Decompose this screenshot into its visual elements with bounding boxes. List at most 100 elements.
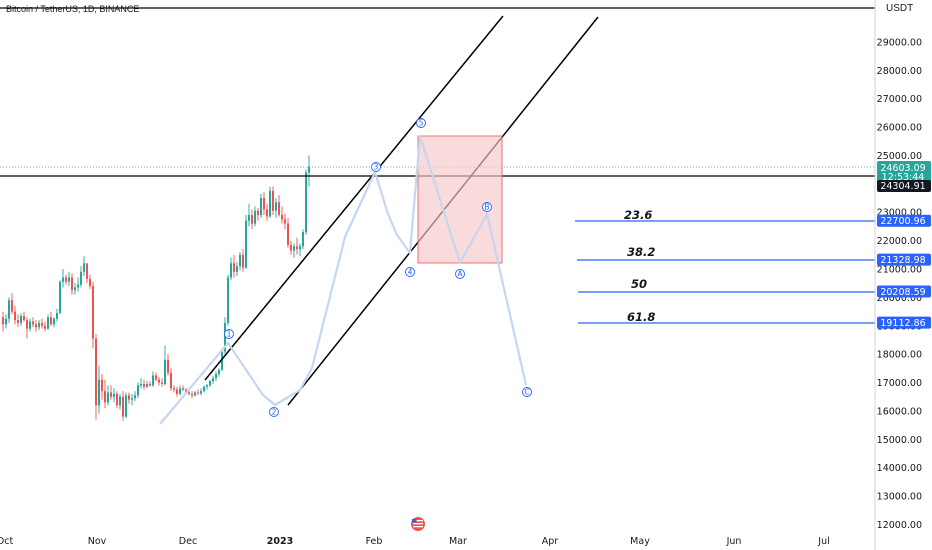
price-tick-label: 17000.00 bbox=[877, 378, 922, 389]
candle-body bbox=[161, 382, 163, 384]
candle-body bbox=[104, 391, 106, 403]
candle-body bbox=[26, 320, 28, 329]
candle-body bbox=[47, 317, 49, 329]
candle-body bbox=[278, 202, 280, 216]
candle-body bbox=[2, 317, 4, 325]
candle-body bbox=[71, 277, 73, 291]
fib-price-tags: 22700.96 21328.98 20208.59 19112.86 bbox=[877, 214, 931, 329]
candle-body bbox=[92, 286, 94, 339]
channel-upper-line bbox=[204, 15, 504, 381]
target-box bbox=[417, 135, 503, 264]
candle-body bbox=[89, 278, 91, 287]
candle-body bbox=[80, 271, 82, 285]
candle-body bbox=[149, 383, 151, 386]
candle-body bbox=[107, 392, 109, 403]
candle-body bbox=[260, 198, 262, 216]
candle-body bbox=[248, 215, 250, 221]
candle-body bbox=[251, 215, 253, 224]
price-unit: USDT bbox=[886, 3, 914, 14]
symbol-title[interactable]: Bitcoin / TetherUS, 1D, BINANCE bbox=[6, 4, 140, 14]
candle-body bbox=[284, 219, 286, 224]
candle-body bbox=[305, 172, 307, 233]
candle-body bbox=[227, 277, 229, 323]
price-tick-label: 15000.00 bbox=[877, 435, 922, 446]
candle-body bbox=[230, 263, 232, 278]
wave-label-text: B bbox=[484, 203, 489, 212]
time-tick-label: Jun bbox=[726, 536, 742, 547]
wave-label-marker bbox=[482, 202, 492, 212]
wave-label-marker bbox=[224, 329, 234, 339]
candle-body bbox=[68, 277, 70, 282]
price-tick-label: 27000.00 bbox=[877, 94, 922, 105]
candle-body bbox=[302, 232, 304, 247]
candle-body bbox=[38, 322, 40, 328]
fib-price-tag-value: 22700.96 bbox=[880, 216, 925, 227]
wave-labels-layer: 1 2 3 4 5 A B C bbox=[224, 118, 532, 417]
drawings-layer: 23.6 38.2 50 61.8 bbox=[0, 7, 875, 425]
candle-body bbox=[8, 300, 10, 319]
candle-body bbox=[308, 166, 310, 173]
wave-label-marker bbox=[522, 387, 532, 397]
candle-body bbox=[212, 378, 214, 382]
time-tick-label: 2023 bbox=[267, 536, 293, 547]
candle-body bbox=[98, 379, 100, 406]
price-tick-label: 25000.00 bbox=[877, 151, 922, 162]
candle-body bbox=[152, 375, 154, 386]
fib-price-tag bbox=[877, 214, 931, 227]
candle-body bbox=[257, 210, 259, 216]
candle-body bbox=[140, 383, 142, 386]
candle-body bbox=[113, 393, 115, 397]
countdown-timer: 12:53:44 bbox=[882, 172, 925, 183]
candle-body bbox=[35, 324, 37, 328]
candle-body bbox=[167, 359, 169, 373]
candle-body bbox=[29, 321, 31, 329]
price-tick-label: 21000.00 bbox=[877, 264, 922, 275]
wave-label-marker bbox=[269, 407, 279, 417]
candle-body bbox=[263, 198, 265, 210]
candle-body bbox=[128, 395, 130, 400]
candle-body bbox=[131, 398, 133, 400]
candle-body bbox=[185, 389, 187, 393]
price-tick-label: 14000.00 bbox=[877, 463, 922, 474]
wave-label-text: 3 bbox=[374, 163, 379, 172]
wave-label-text: 5 bbox=[419, 119, 424, 128]
time-tick-label: Nov bbox=[88, 536, 107, 547]
wave-label-text: 1 bbox=[227, 330, 232, 339]
price-tick-label: 22000.00 bbox=[877, 236, 922, 247]
candle-body bbox=[188, 392, 190, 394]
candle-body bbox=[290, 244, 292, 251]
wave-label-marker bbox=[416, 118, 426, 128]
candle-body bbox=[194, 392, 196, 396]
candle-body bbox=[137, 385, 139, 396]
us-flag-event-icon[interactable] bbox=[411, 517, 425, 531]
candle-body bbox=[53, 318, 55, 325]
candle-body bbox=[101, 379, 103, 392]
candle-body bbox=[272, 190, 274, 211]
elliott-wave-path bbox=[159, 134, 528, 425]
candle-body bbox=[110, 392, 112, 397]
candle-body bbox=[182, 388, 184, 390]
price-tick-label: 13000.00 bbox=[877, 492, 922, 503]
candle-body bbox=[50, 317, 52, 325]
price-tick-label: 29000.00 bbox=[877, 37, 922, 48]
candle-body bbox=[215, 374, 217, 379]
fib-price-tag-value: 20208.59 bbox=[880, 287, 925, 298]
fib-label-61-8: 61.8 bbox=[627, 310, 655, 324]
price-tick-label: 18000.00 bbox=[877, 350, 922, 361]
price-tick-label: 26000.00 bbox=[877, 123, 922, 134]
price-tick-label: 12000.00 bbox=[877, 520, 922, 531]
candle-body bbox=[242, 254, 244, 268]
candles-layer bbox=[2, 155, 310, 421]
candle-body bbox=[125, 395, 127, 417]
candle-body bbox=[299, 246, 301, 250]
candle-body bbox=[143, 383, 145, 387]
time-tick-label: Feb bbox=[366, 536, 383, 547]
candle-body bbox=[218, 369, 220, 375]
fib-price-tag-value: 19112.86 bbox=[880, 318, 925, 329]
candle-body bbox=[32, 321, 34, 325]
candle-body bbox=[59, 281, 61, 313]
candle-body bbox=[221, 351, 223, 370]
candle-body bbox=[173, 388, 175, 390]
fib-price-tag-value: 21328.98 bbox=[880, 255, 925, 266]
